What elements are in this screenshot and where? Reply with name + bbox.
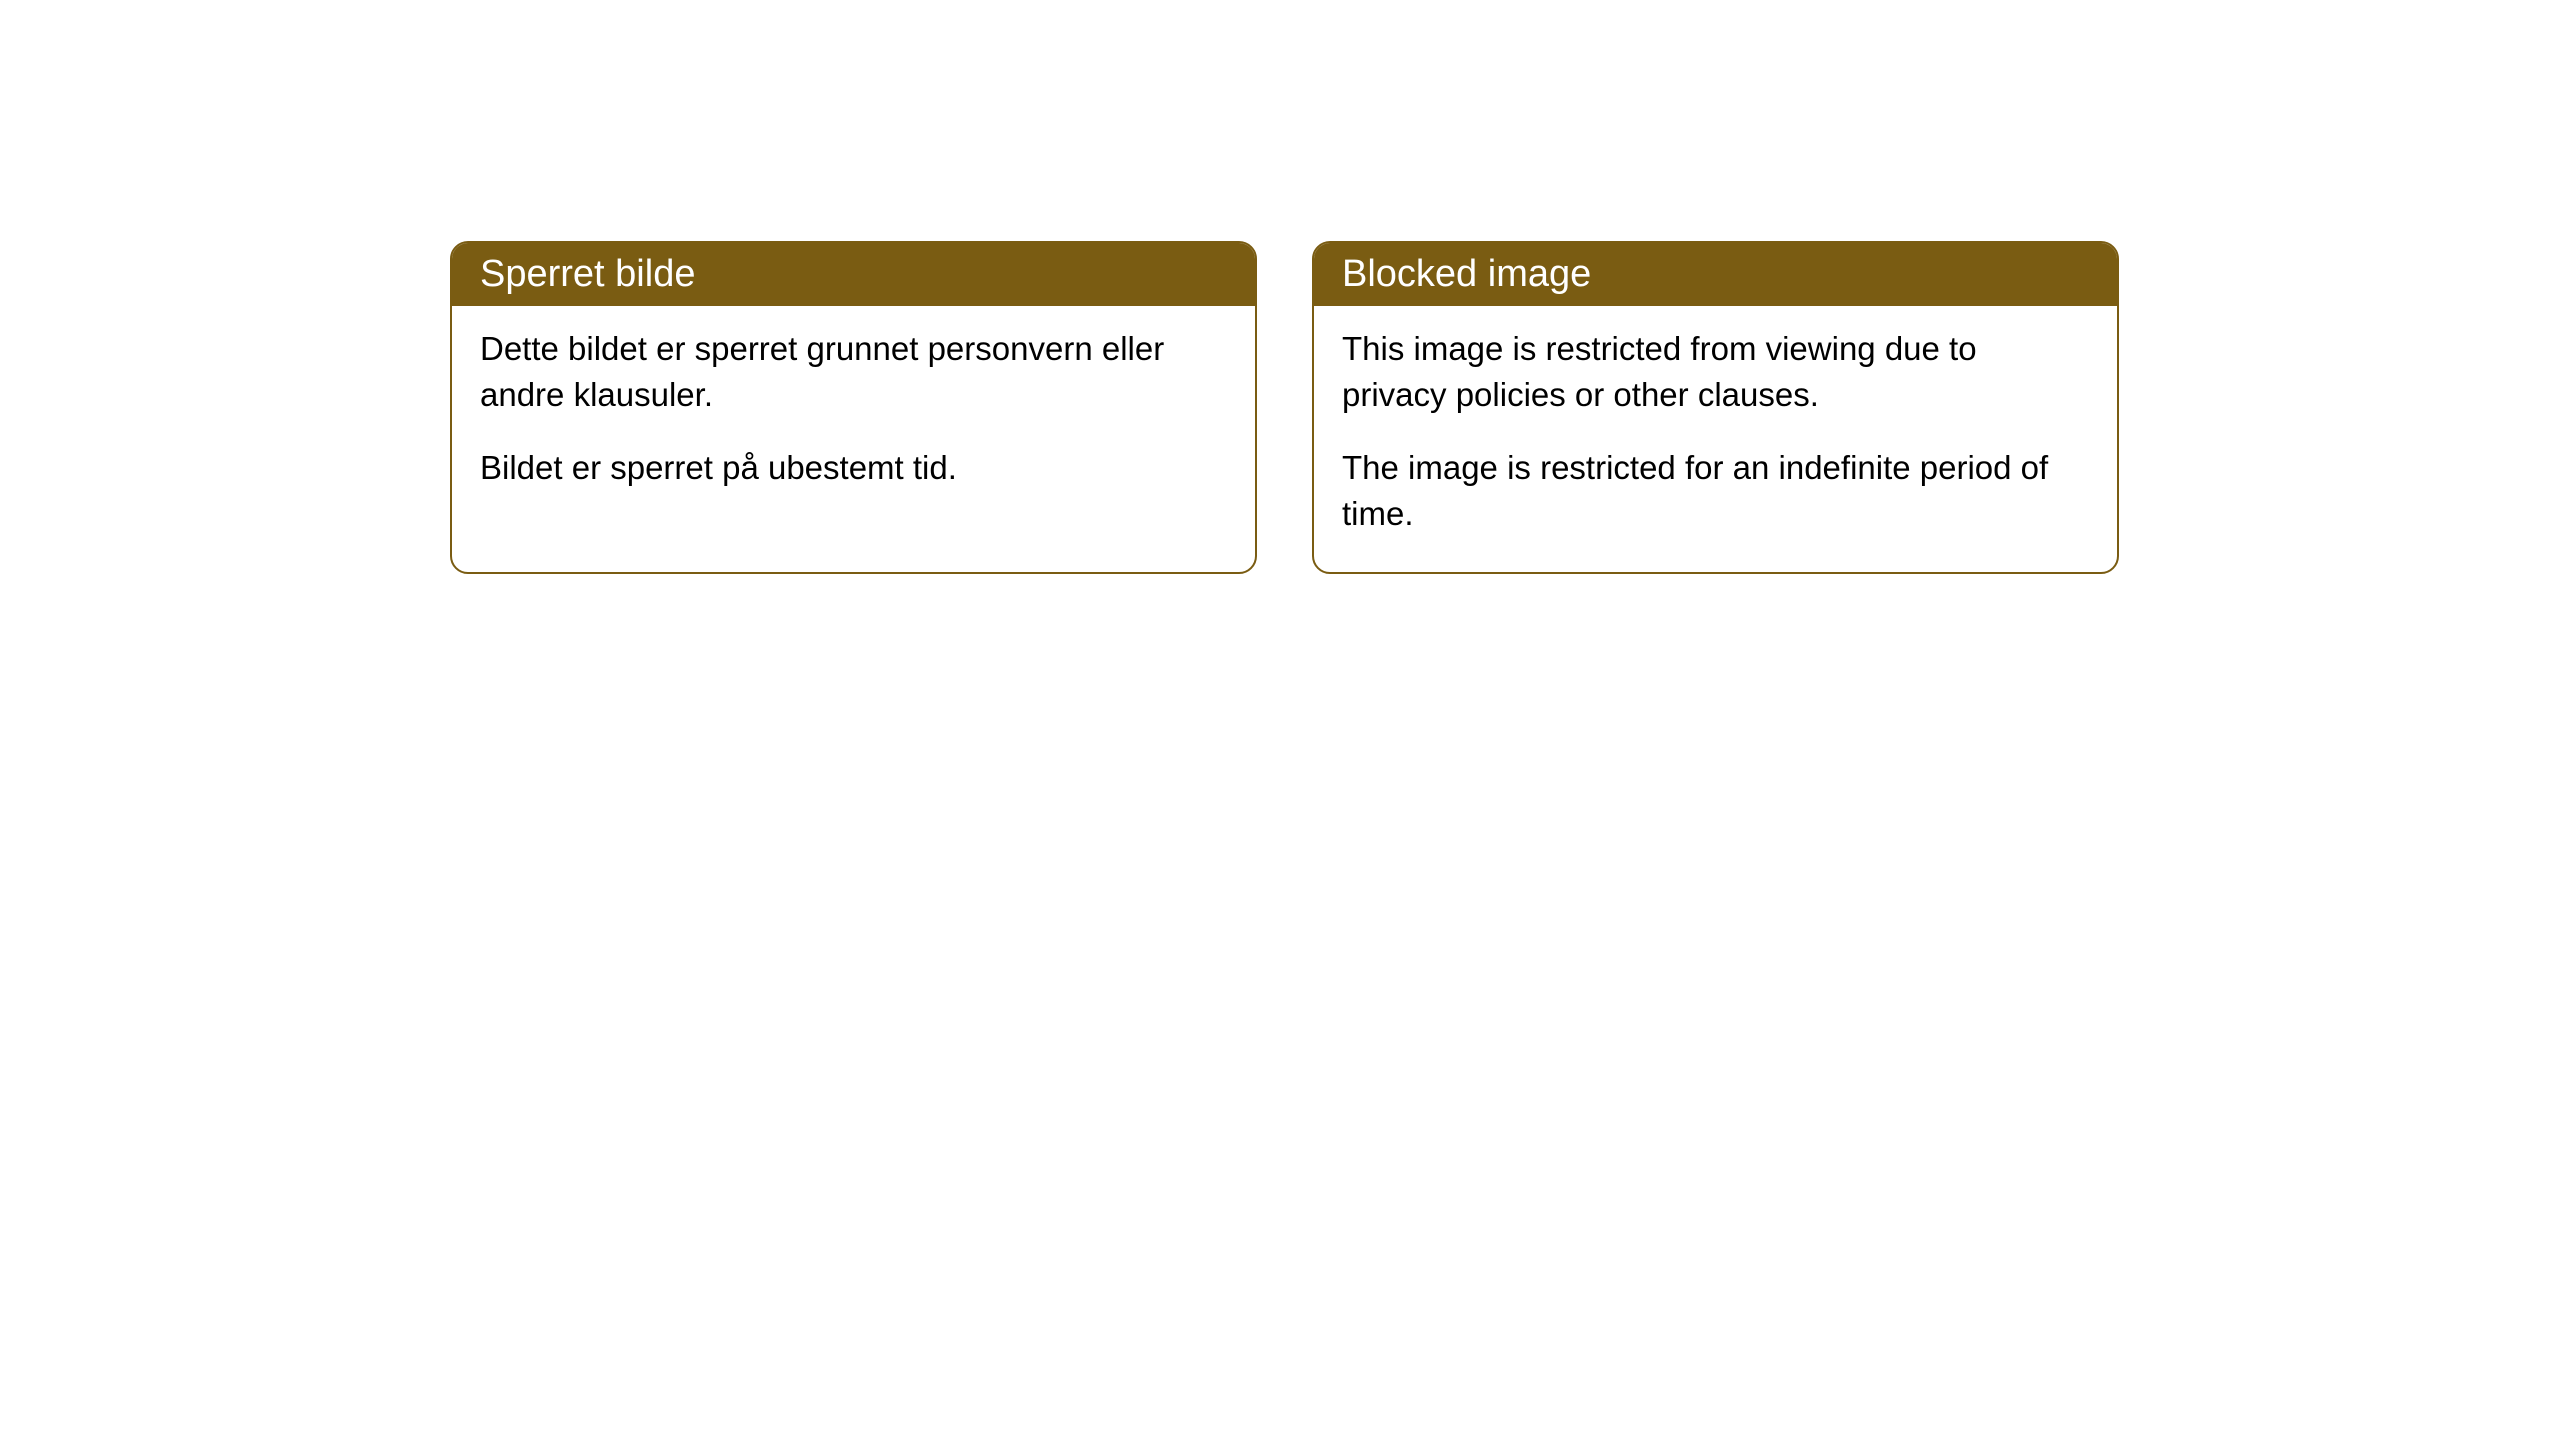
card-body-en: This image is restricted from viewing du…	[1314, 306, 2117, 572]
card-paragraph2-en: The image is restricted for an indefinit…	[1342, 445, 2089, 536]
card-paragraph1-no: Dette bildet er sperret grunnet personve…	[480, 326, 1227, 417]
card-title-no: Sperret bilde	[480, 253, 695, 295]
blocked-image-card-no: Sperret bilde Dette bildet er sperret gr…	[450, 241, 1257, 574]
blocked-image-card-en: Blocked image This image is restricted f…	[1312, 241, 2119, 574]
card-body-no: Dette bildet er sperret grunnet personve…	[452, 306, 1255, 527]
card-title-en: Blocked image	[1342, 253, 1591, 295]
card-header-en: Blocked image	[1314, 243, 2117, 306]
card-paragraph2-no: Bildet er sperret på ubestemt tid.	[480, 445, 1227, 491]
card-paragraph1-en: This image is restricted from viewing du…	[1342, 326, 2089, 417]
cards-container: Sperret bilde Dette bildet er sperret gr…	[0, 0, 2560, 574]
card-header-no: Sperret bilde	[452, 243, 1255, 306]
